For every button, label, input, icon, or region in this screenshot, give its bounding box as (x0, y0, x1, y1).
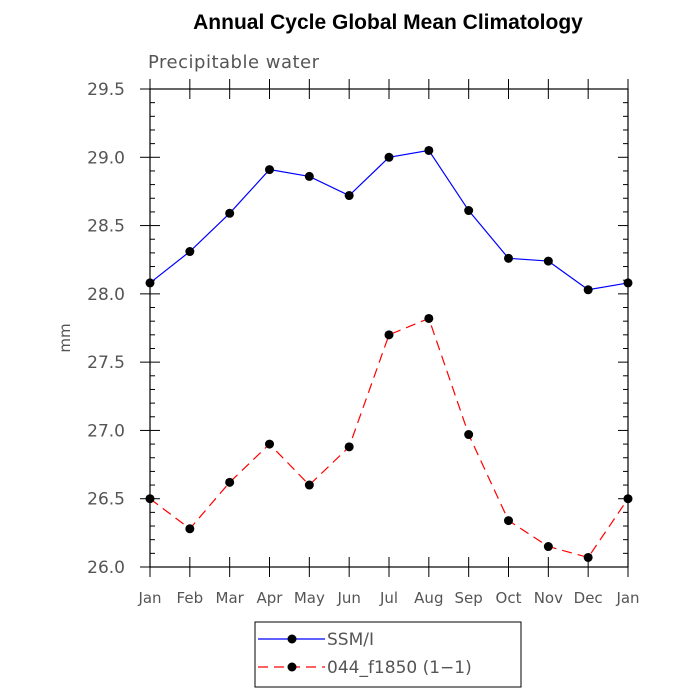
x-tick-label: Dec (574, 589, 603, 607)
x-tick-label: Jun (336, 589, 360, 607)
y-tick-label: 28.5 (87, 217, 125, 237)
data-point-series-1 (464, 430, 474, 440)
x-tick-label: Jan (137, 589, 161, 607)
x-tick-label: May (294, 589, 325, 607)
x-tick-label: Oct (496, 589, 522, 607)
data-point-series-1 (504, 516, 513, 526)
series-line-0 (149, 149, 629, 291)
data-point-series-0 (265, 165, 274, 175)
data-point-series-0 (504, 253, 513, 263)
x-tick-label: Nov (534, 589, 563, 607)
data-point-series-0 (464, 206, 474, 216)
data-point-series-1 (185, 524, 195, 534)
data-point-series-1 (384, 330, 394, 340)
ticks: 26.0 26.5 27.0 27.5 28.0 28.5 29.0 29.5 Jan Feb Ma… (87, 79, 640, 607)
data-point-series-1 (583, 552, 593, 562)
data-point-series-0 (145, 278, 155, 288)
legend-marker-ssmi (287, 634, 297, 644)
data-point-series-1 (543, 542, 553, 552)
y-tick-label: 27.5 (87, 353, 125, 373)
x-tick-label: Sep (455, 589, 483, 607)
y-tick-label: 29.5 (87, 80, 125, 100)
data-point-series-1 (304, 480, 314, 490)
y-tick-label: 27.0 (87, 421, 125, 441)
y-tick-label: 28.0 (87, 285, 125, 305)
data-point-series-0 (225, 208, 235, 218)
data-point-series-1 (145, 494, 155, 504)
data-point-series-0 (583, 285, 593, 295)
data-point-series-0 (543, 256, 553, 266)
data-point-series-1 (225, 477, 235, 487)
legend-marker-044-f1850 (287, 662, 297, 672)
series-line-1 (149, 317, 629, 559)
x-tick-label: Mar (216, 589, 245, 607)
data-point-series-1 (265, 439, 274, 449)
y-axis-label: mm (56, 323, 74, 352)
chart-title: Annual Cycle Global Mean Climatology (193, 11, 583, 34)
data-point-series-1 (424, 313, 434, 323)
y-tick-label: 29.0 (87, 148, 125, 168)
y-tick-label: 26.0 (87, 558, 125, 578)
x-tick-label: Jul (379, 589, 398, 607)
data-point-series-0 (304, 171, 314, 181)
data-point-series-0 (424, 145, 434, 155)
data-point-series-0 (344, 191, 354, 201)
legend-label-044-f1850: 044_f1850 (1−1) (327, 658, 472, 678)
data-point-series-1 (344, 442, 354, 452)
y-tick-label: 26.5 (87, 490, 125, 510)
chart-subtitle: Precipitable water (148, 52, 320, 73)
legend-box (254, 621, 522, 688)
x-tick-label: Apr (257, 589, 284, 607)
data-point-series-0 (384, 152, 394, 162)
data-point-series-0 (623, 278, 633, 288)
data-point-series-1 (623, 494, 633, 504)
data-point-series-0 (185, 247, 195, 257)
x-tick-label: Aug (414, 589, 443, 607)
series (145, 145, 633, 562)
legend-label-ssmi: SSM/I (327, 630, 374, 650)
x-tick-label: Jan (615, 589, 639, 607)
legend: SSM/I 044_f1850 (1−1) (254, 621, 522, 688)
x-tick-label: Feb (177, 589, 204, 607)
